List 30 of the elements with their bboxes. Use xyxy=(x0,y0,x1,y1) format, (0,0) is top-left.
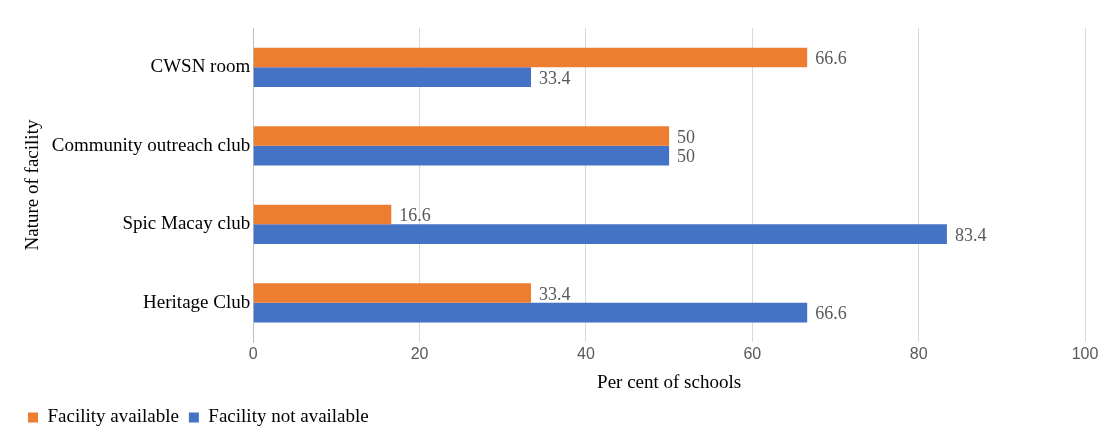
x-tick-label: 20 xyxy=(410,345,429,363)
legend-label: Facility available xyxy=(47,405,179,427)
y-tick-label: Community outreach club xyxy=(51,133,251,155)
y-tick-label: Spic Macay club xyxy=(122,212,251,234)
bar xyxy=(253,204,392,225)
legend-label: Facility not available xyxy=(208,405,369,427)
y-tick-label: CWSN room xyxy=(150,55,251,77)
data-label: 66.6 xyxy=(815,48,847,69)
data-label: 83.4 xyxy=(954,224,987,245)
y-tick-label: Heritage Club xyxy=(143,290,251,312)
data-label: 50 xyxy=(677,146,696,167)
bar xyxy=(253,126,670,146)
data-label: 33.4 xyxy=(539,67,571,88)
bar xyxy=(253,224,947,244)
y-axis-title: Nature of facility xyxy=(21,119,43,251)
data-label: 50 xyxy=(677,126,696,147)
bar xyxy=(253,67,532,87)
data-label: 16.6 xyxy=(399,205,431,226)
x-axis-title: Per cent of schools xyxy=(597,370,742,392)
x-tick-label: 100 xyxy=(1071,345,1099,363)
data-label: 66.6 xyxy=(815,303,847,324)
x-tick-label: 80 xyxy=(909,345,928,363)
x-tick-label: 60 xyxy=(743,345,762,363)
bar xyxy=(253,47,808,68)
bar xyxy=(253,145,670,166)
bar xyxy=(253,283,532,303)
data-label: 33.4 xyxy=(539,283,571,304)
x-tick-label: 0 xyxy=(248,345,258,363)
x-tick-label: 40 xyxy=(577,345,595,363)
bar xyxy=(253,302,808,323)
